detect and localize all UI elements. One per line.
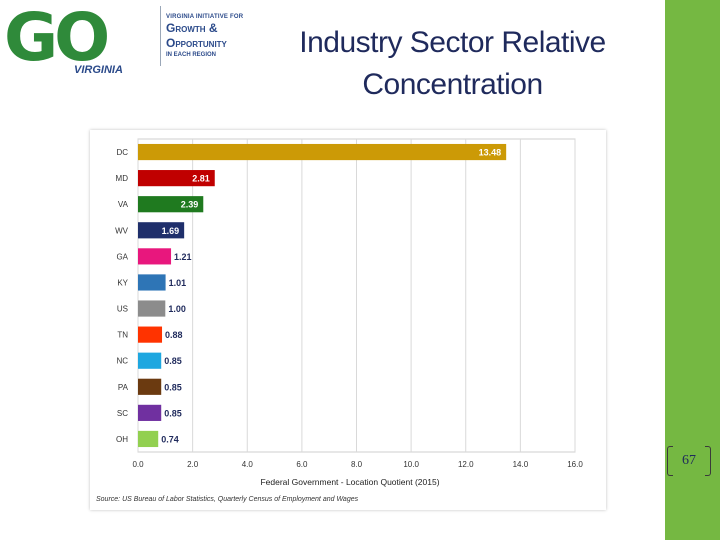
bar <box>138 274 166 291</box>
chart-panel: 0.0 2.0 4.0 6.0 8.0 10.0 12.0 14.0 16.0 DC 13.48 MD… <box>90 130 606 510</box>
chart-source: Source: US Bureau of Labor Statistics, Q… <box>96 496 359 503</box>
x-tick-label: 8.0 <box>351 460 363 469</box>
category-label: MD <box>116 174 129 183</box>
x-tick-label: 10.0 <box>403 460 419 469</box>
data-label: 0.85 <box>164 408 182 418</box>
x-tick-label: 4.0 <box>242 460 254 469</box>
category-label: TN <box>117 331 128 340</box>
bar <box>138 222 185 239</box>
data-label: 0.85 <box>164 382 182 392</box>
logo-line-1: VIRGINIA INITIATIVE FOR <box>166 14 244 20</box>
x-tick-label: 16.0 <box>567 460 583 469</box>
data-label: 0.85 <box>164 356 182 366</box>
data-label: 1.01 <box>169 278 187 288</box>
data-label: 0.88 <box>165 330 183 340</box>
bar-chart: 0.0 2.0 4.0 6.0 8.0 10.0 12.0 14.0 16.0 DC 13.48 MD… <box>115 138 583 469</box>
x-tick-label: 2.0 <box>187 460 199 469</box>
bar <box>138 196 204 213</box>
bar <box>138 430 159 448</box>
category-label: VA <box>118 200 129 209</box>
category-label: GA <box>116 252 128 261</box>
go-virginia-logo: GO VIRGINIA VIRGINIA INITIATIVE FOR Grow… <box>0 0 270 85</box>
logo-tagline: VIRGINIA INITIATIVE FOR Growth & Opportu… <box>166 14 243 58</box>
category-label: DC <box>116 148 128 157</box>
data-label: 2.39 <box>181 200 199 210</box>
logo-state: VIRGINIA <box>74 64 123 76</box>
bar <box>138 352 162 369</box>
bar <box>138 378 162 395</box>
logo-line-2: Growth & <box>166 21 218 35</box>
category-label: KY <box>117 278 128 287</box>
page-number-text: 67 <box>682 453 696 468</box>
x-tick-label: 12.0 <box>458 460 474 469</box>
x-tick-label: 14.0 <box>513 460 529 469</box>
logo-divider <box>160 6 161 66</box>
category-label: US <box>117 305 128 314</box>
logo-line-4: IN EACH REGION <box>166 52 217 58</box>
x-tick-label: 0.0 <box>132 460 144 469</box>
data-label: 1.69 <box>162 226 180 236</box>
page-number: 67 <box>667 446 711 476</box>
category-label: WV <box>115 226 129 235</box>
slide-title: Industry Sector Relative Concentration <box>299 26 606 101</box>
bracket-right <box>705 446 711 476</box>
data-label: 0.74 <box>161 434 179 444</box>
x-tick-label: 6.0 <box>296 460 308 469</box>
bar <box>138 248 172 265</box>
logo-mark: GO <box>4 0 110 76</box>
bar <box>138 326 163 343</box>
bracket-left <box>667 446 673 476</box>
data-label: 2.81 <box>192 174 210 184</box>
data-label: 1.21 <box>174 252 192 262</box>
bar <box>138 143 507 161</box>
bar <box>138 404 162 421</box>
bar <box>138 170 215 187</box>
category-label: PA <box>118 383 129 392</box>
logo-line-3: Opportunity <box>166 36 227 50</box>
data-label: 13.48 <box>479 148 502 158</box>
bar <box>138 300 166 317</box>
category-label: SC <box>117 409 128 418</box>
category-label: OH <box>116 435 128 444</box>
data-label: 1.00 <box>168 304 186 314</box>
category-label: NC <box>116 357 128 366</box>
x-axis-title: Federal Government - Location Quotient (… <box>260 477 440 487</box>
